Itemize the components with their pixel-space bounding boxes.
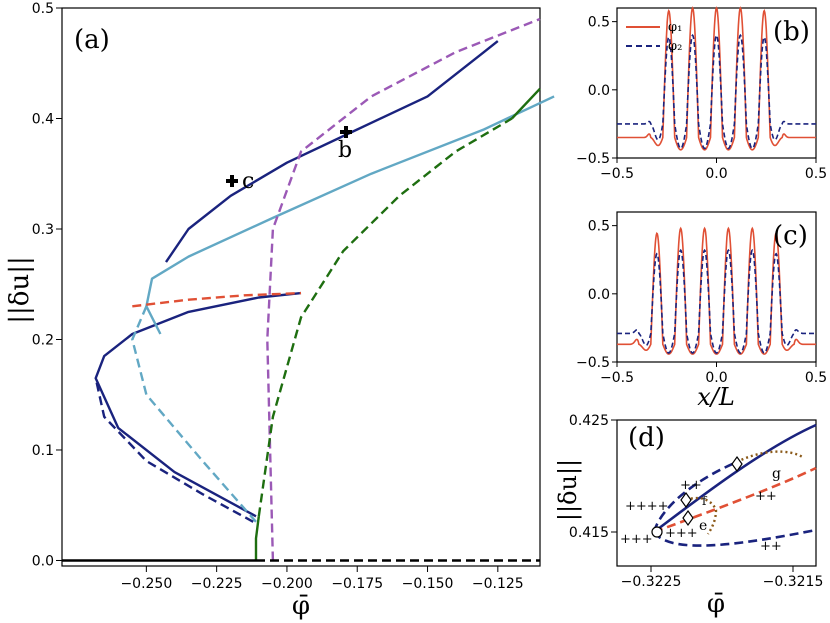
panel-d-xlabel: φ̄: [707, 589, 725, 619]
panel-1-series-1: [617, 33, 816, 150]
d-diamond-1: [680, 491, 692, 509]
a-xtick-5: −0.125: [472, 576, 524, 592]
a-xtick-1: −0.225: [191, 576, 243, 592]
panel-b-label: (b): [773, 17, 810, 47]
d-ann-1: ++: [680, 478, 702, 493]
legend-phi1: φ₁: [668, 20, 682, 35]
d-diamond-2: [682, 509, 694, 527]
panel-c-xlabel: x/L: [697, 383, 735, 411]
a-xtick-0: −0.250: [120, 576, 172, 592]
panel-b: −0.5 0.0 0.5 −0.5 0.0 0.5 (b) φ₁ φ₂: [576, 6, 827, 182]
d-ann-6: ++: [760, 539, 782, 554]
a-series-1: [94, 377, 254, 523]
a-series-7: [254, 516, 260, 561]
d-dotted-e: [685, 496, 718, 535]
panel-c: −0.5 0.0 0.5 −0.5 0.0 0.5 (c) x/L: [576, 211, 827, 411]
legend-b: φ₁ φ₂: [626, 20, 682, 54]
p1-xtick-1: 0.0: [705, 166, 727, 182]
panel-2-series-1: [617, 248, 816, 354]
d-ann-e: e: [699, 518, 707, 534]
p2-xtick-2: 0.5: [805, 370, 827, 386]
d-ytick-0: 0.415: [569, 525, 609, 541]
d-ann-4: +++: [665, 526, 698, 541]
a-ytick-0: 0.0: [32, 553, 54, 569]
a-series-4: [132, 291, 302, 308]
d-upper-dashed: [652, 460, 738, 533]
d-ann-5: ++: [755, 489, 777, 504]
a-series-0: [94, 291, 302, 518]
panel-a-xlabel: φ̄: [292, 591, 310, 621]
a-xtick-4: −0.150: [402, 576, 454, 592]
legend-phi2: φ₂: [668, 39, 682, 54]
p1-ytick-2: 0.5: [588, 15, 610, 31]
a-series-3: [131, 305, 257, 523]
a-ytick-4: 0.4: [32, 111, 54, 127]
a-series-9: [511, 87, 541, 120]
a-ytick-3: 0.3: [32, 222, 54, 238]
d-diamond-3: [731, 455, 743, 473]
d-upper-branch: [653, 423, 817, 534]
panel-a: −0.250 −0.225 −0.200 −0.175 −0.150 −0.125 0.0 0…: [5, 1, 555, 621]
d-ytick-1: 0.425: [569, 413, 609, 429]
panel-c-label: (c): [773, 221, 808, 251]
d-dotted-g: [736, 450, 805, 464]
a-ytick-5: 0.5: [32, 1, 54, 17]
d-circle-marker: [651, 526, 663, 538]
p2-xtick-1: 0.0: [705, 370, 727, 386]
p1-ytick-0: −0.5: [576, 151, 610, 167]
p2-ytick-1: 0.0: [588, 287, 610, 303]
a-series-8: [257, 117, 513, 517]
d-lower-branch: [652, 528, 817, 547]
panel-a-frame: [61, 7, 541, 567]
marker-b: [340, 126, 352, 138]
d-ann-g: g: [772, 466, 781, 482]
panel-a-label: (a): [74, 25, 110, 55]
panel-a-ylabel: ||δu||: [5, 256, 35, 323]
p2-xtick-0: −0.5: [600, 370, 634, 386]
annotation-b: b: [338, 138, 352, 163]
d-ann-f: f: [702, 494, 708, 508]
p1-xtick-2: 0.5: [805, 166, 827, 182]
p2-ytick-2: 0.5: [588, 219, 610, 235]
panel-2-series-0: [617, 226, 816, 355]
p1-ytick-1: 0.0: [588, 83, 610, 99]
panel-d-ylabel: ||δu||: [554, 459, 583, 521]
a-series-6: [266, 17, 541, 561]
a-ytick-1: 0.1: [32, 443, 54, 459]
a-xtick-2: −0.200: [261, 576, 313, 592]
d-red-branch: [653, 466, 817, 534]
p1-xtick-0: −0.5: [600, 166, 634, 182]
p2-ytick-0: −0.5: [576, 355, 610, 371]
panel-d-frame: [616, 419, 817, 567]
d-xtick-1: −0.3215: [763, 574, 824, 590]
d-xtick-0: −0.3225: [621, 574, 682, 590]
a-ytick-2: 0.2: [32, 332, 54, 348]
annotation-c: c: [242, 169, 254, 194]
d-ann-2: ++++: [625, 499, 669, 514]
panel-d-label: (d): [628, 423, 665, 453]
a-series-5: [165, 40, 499, 263]
panel-1-series-0: [617, 6, 816, 151]
panel-d: ++ ++++ +++ +++ ++ ++ e f g (d) 0.425 0.…: [554, 413, 823, 619]
a-xtick-3: −0.175: [331, 576, 383, 592]
d-ann-3: +++: [620, 532, 653, 547]
marker-c: [226, 175, 238, 187]
a-series-2: [145, 95, 555, 335]
